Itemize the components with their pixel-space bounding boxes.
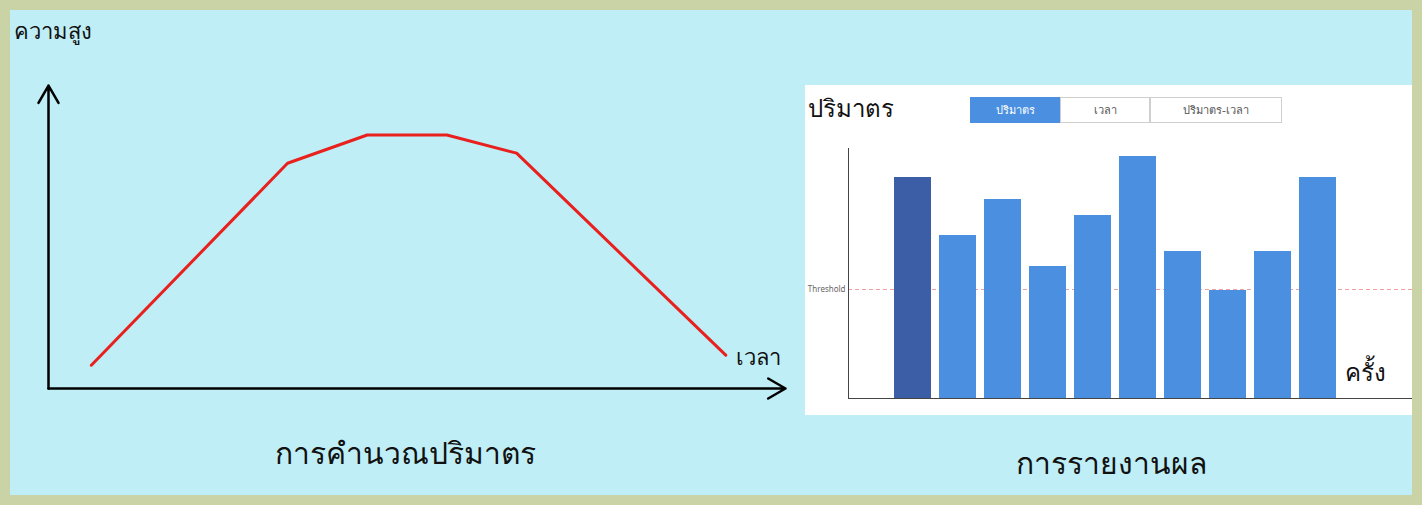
svg-text:Threshold: Threshold xyxy=(808,283,846,294)
html-text:ความสูง: ความสูง xyxy=(14,19,92,44)
html-text:เวลา: เวลา xyxy=(1093,104,1117,117)
html-text:การรายงานผล: การรายงานผล xyxy=(1015,446,1207,481)
html-text:ครั้ง: ครั้ง xyxy=(1345,359,1386,387)
html-text:ปริมาตร-เวลา: ปริมาตร-เวลา xyxy=(1183,104,1249,117)
html-text:ปริมาตร: ปริมาตร xyxy=(995,104,1035,117)
html-text:ปริมาตร: ปริมาตร xyxy=(808,95,894,123)
html-text:เวลา: เวลา xyxy=(736,345,781,370)
html-text:การคำนวณปริมาตร: การคำนวณปริมาตร xyxy=(274,436,536,471)
